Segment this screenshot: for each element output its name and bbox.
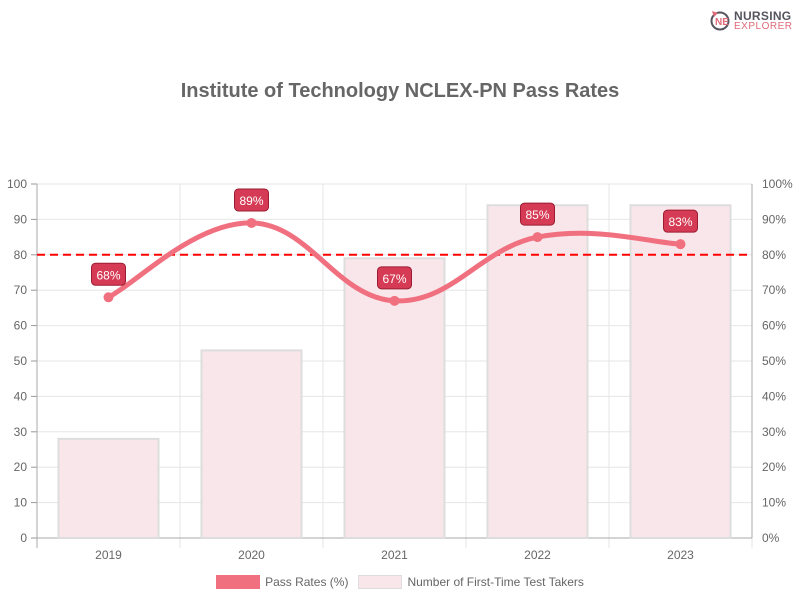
right-tick-label: 100%: [762, 177, 793, 191]
legend-label: Pass Rates (%): [265, 575, 349, 589]
right-tick-label: 40%: [762, 389, 786, 403]
bar-2020: [200, 349, 303, 539]
legend-swatch: [358, 575, 403, 589]
left-tick-label: 70: [14, 283, 28, 297]
pass-rate-point: [246, 217, 257, 228]
right-tick-label: 10%: [762, 496, 786, 510]
right-tick-label: 30%: [762, 425, 786, 439]
bar-2023: [629, 204, 732, 540]
left-tick-label: 100: [7, 177, 27, 191]
data-label-box: [520, 202, 555, 226]
legend-item-test-takers[interactable]: Number of First-Time Test Takers: [358, 575, 584, 589]
x-tick-label: 2021: [381, 548, 408, 562]
data-label: 85%: [525, 208, 549, 222]
right-tick-label: 90%: [762, 212, 786, 226]
chart-title: Institute of Technology NCLEX-PN Pass Ra…: [180, 80, 620, 102]
pass-rate-point: [389, 295, 400, 306]
x-tick-label: 2022: [524, 548, 551, 562]
pass-rate-point: [103, 292, 114, 303]
right-tick-label: 0%: [762, 531, 780, 545]
svg-text:NE: NE: [715, 17, 729, 28]
pass-rate-point: [675, 239, 686, 250]
right-tick-label: 50%: [762, 354, 786, 368]
left-tick-label: 50: [14, 354, 28, 368]
legend-item-pass-rates[interactable]: Pass Rates (%): [216, 575, 348, 589]
pass-rate-point: [532, 232, 543, 243]
left-tick-label: 10: [14, 496, 28, 510]
legend-label: Number of First-Time Test Takers: [407, 575, 584, 589]
nursing-explorer-logo: NE NURSING EXPLORER: [710, 8, 795, 34]
right-tick-label: 80%: [762, 248, 786, 262]
x-tick-label: 2023: [667, 548, 694, 562]
left-tick-label: 30: [14, 425, 28, 439]
right-tick-label: 70%: [762, 283, 786, 297]
x-tick-label: 2020: [238, 548, 265, 562]
left-tick-label: 40: [14, 389, 28, 403]
data-label-box: [234, 188, 269, 212]
left-tick-label: 80: [14, 248, 28, 262]
data-label-box: [91, 262, 126, 286]
left-tick-label: 90: [14, 212, 28, 226]
right-tick-label: 20%: [762, 460, 786, 474]
data-label-box: [377, 266, 412, 290]
data-label: 68%: [96, 268, 120, 282]
logo-line1: NURSING: [734, 9, 792, 23]
left-tick-label: 20: [14, 460, 28, 474]
legend: Pass Rates (%) Number of First-Time Test…: [0, 575, 800, 589]
data-label: 67%: [382, 272, 406, 286]
logo-line2: EXPLORER: [734, 21, 793, 32]
right-tick-label: 60%: [762, 319, 786, 333]
data-label: 89%: [239, 194, 263, 208]
left-tick-label: 60: [14, 319, 28, 333]
data-label: 83%: [668, 215, 692, 229]
x-tick-label: 2019: [95, 548, 122, 562]
logo-icon: NE: [710, 11, 730, 31]
data-label-box: [663, 209, 698, 233]
left-tick-label: 0: [20, 531, 27, 545]
bar-2019: [57, 437, 160, 540]
legend-swatch: [216, 575, 261, 589]
